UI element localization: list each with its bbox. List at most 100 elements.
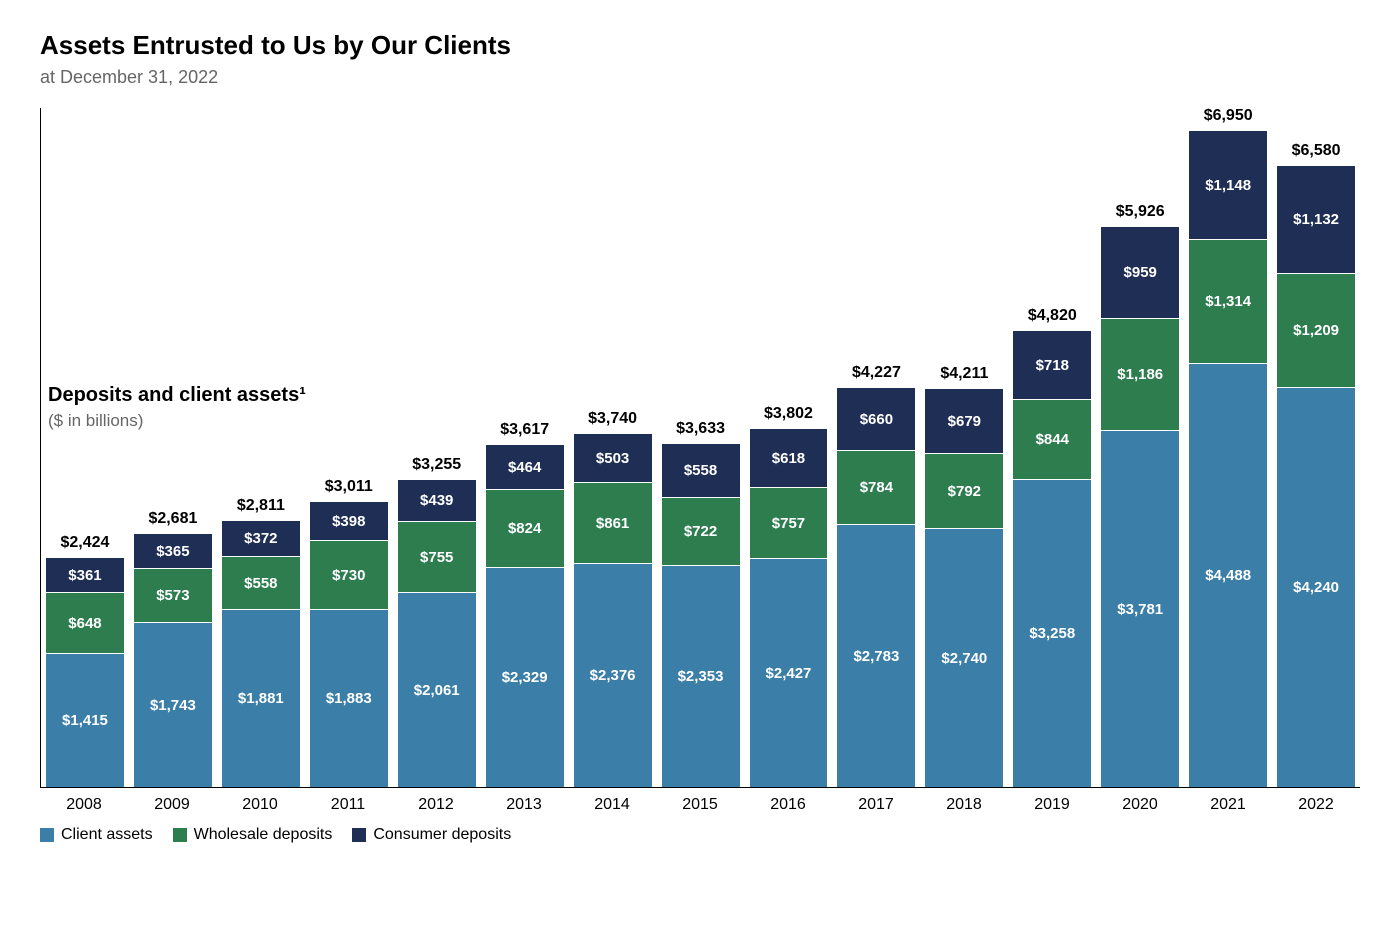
bar-column: $3,802$2,427$757$618 [745,405,833,787]
x-axis-tick: 2016 [744,788,832,814]
bar-segment-consumer-deposits: $1,148 [1189,131,1267,239]
legend-item-wholesale-deposits: Wholesale deposits [173,826,333,844]
bar-segment-wholesale-deposits: $844 [1013,399,1091,479]
bar-total-label: $3,617 [500,421,549,439]
bar-total-label: $3,633 [676,420,725,438]
bar-total-label: $4,211 [940,365,988,383]
bar-column: $4,211 $2,740$792$679 [920,365,1008,787]
x-axis-tick: 2011 [304,788,392,814]
x-axis-tick: 2012 [392,788,480,814]
legend-swatch [40,828,54,842]
legend-label: Wholesale deposits [194,826,333,844]
bar-stack: $1,881$558$372 [222,521,300,787]
bar-segment-wholesale-deposits: $824 [486,489,564,567]
bar-column: $3,011 $1,883$730$398 [305,478,393,787]
bar-total-label: $6,580 [1292,142,1341,160]
bar-segment-consumer-deposits: $618 [750,429,828,487]
bar-segment-consumer-deposits: $660 [837,388,915,450]
bar-stack: $1,883$730$398 [310,502,388,787]
chart-container: $2,424$1,415$648$361$2,681$1,743$573$365… [40,108,1360,844]
bar-segment-client-assets: $3,258 [1013,479,1091,787]
bar-segment-wholesale-deposits: $722 [662,497,740,565]
bar-total-label: $3,011 [325,478,373,496]
x-axis: 2008200920102011201220132014201520162017… [40,788,1360,814]
bar-segment-consumer-deposits: $718 [1013,331,1091,399]
bar-stack: $3,781$1,186$959 [1101,227,1179,787]
bar-segment-consumer-deposits: $372 [222,521,300,556]
bar-stack: $4,240$1,209$1,132 [1277,166,1355,787]
bar-segment-consumer-deposits: $503 [574,434,652,482]
legend-label: Consumer deposits [373,826,511,844]
y-axis-title-block: Deposits and client assets¹ ($ in billio… [48,384,306,431]
bar-total-label: $3,255 [412,456,461,474]
bar-total-label: $3,740 [588,410,637,428]
bar-column: $6,580 $4,240$1,209$1,132 [1272,142,1360,787]
bar-column: $3,740 $2,376$861$503 [569,410,657,787]
bar-total-label: $2,811 [237,497,285,515]
bar-segment-wholesale-deposits: $648 [46,592,124,653]
bar-column: $2,811 $1,881$558$372 [217,497,305,787]
x-axis-tick: 2019 [1008,788,1096,814]
bar-stack: $2,376$861$503 [574,434,652,787]
bar-column: $4,820 $3,258$844$718 [1008,307,1096,787]
bar-stack: $2,061$755$439 [398,480,476,787]
legend-swatch [352,828,366,842]
x-axis-tick: 2015 [656,788,744,814]
bar-segment-consumer-deposits: $365 [134,534,212,568]
bar-segment-client-assets: $4,240 [1277,387,1355,787]
chart-title: Assets Entrusted to Us by Our Clients [40,30,1360,61]
bar-segment-consumer-deposits: $439 [398,480,476,521]
bar-segment-client-assets: $2,427 [750,558,828,787]
bar-stack: $2,740$792$679 [925,389,1003,787]
bar-segment-consumer-deposits: $679 [925,389,1003,453]
bar-segment-wholesale-deposits: $755 [398,521,476,592]
chart-plot-area: $2,424$1,415$648$361$2,681$1,743$573$365… [40,108,1360,788]
bar-total-label: $3,802 [764,405,813,423]
y-axis-title: Deposits and client assets¹ [48,384,306,407]
bar-column: $2,681 $1,743$573$365 [129,510,217,787]
bar-segment-client-assets: $1,883 [310,609,388,787]
bar-column: $5,926$3,781$1,186$959 [1096,203,1184,787]
x-axis-tick: 2021 [1184,788,1272,814]
bar-segment-consumer-deposits: $398 [310,502,388,540]
bar-column: $3,255 $2,061$755$439 [393,456,481,787]
bar-segment-wholesale-deposits: $784 [837,450,915,524]
legend-swatch [173,828,187,842]
bar-column: $4,227 $2,783$784$660 [832,364,920,787]
bar-segment-consumer-deposits: $361 [46,558,124,592]
legend-label: Client assets [61,826,153,844]
legend: Client assets Wholesale deposits Consumer … [40,826,1360,844]
bar-total-label: $2,681 [148,510,197,528]
bar-column: $3,633 $2,353$722$558 [657,420,745,787]
bar-segment-consumer-deposits: $1,132 [1277,166,1355,273]
bar-segment-wholesale-deposits: $861 [574,482,652,563]
bar-stack: $2,783$784$660 [837,388,915,787]
bar-column: $3,617$2,329$824$464 [481,421,569,787]
bar-stack: $3,258$844$718 [1013,331,1091,787]
bar-segment-consumer-deposits: $959 [1101,227,1179,318]
bar-segment-client-assets: $2,783 [837,524,915,787]
bar-segment-client-assets: $1,415 [46,653,124,787]
bar-stack: $1,743$573$365 [134,534,212,787]
x-axis-tick: 2020 [1096,788,1184,814]
bar-stack: $1,415$648$361 [46,558,124,787]
x-axis-tick: 2009 [128,788,216,814]
x-axis-tick: 2017 [832,788,920,814]
bar-segment-client-assets: $2,329 [486,567,564,787]
x-axis-tick: 2014 [568,788,656,814]
bar-column: $6,950$4,488$1,314$1,148 [1184,107,1272,787]
x-axis-tick: 2013 [480,788,568,814]
bar-segment-wholesale-deposits: $1,186 [1101,318,1179,430]
bar-segment-client-assets: $2,376 [574,563,652,787]
legend-item-client-assets: Client assets [40,826,153,844]
bar-total-label: $6,950 [1204,107,1253,125]
bar-segment-client-assets: $2,740 [925,528,1003,787]
bar-total-label: $4,820 [1028,307,1077,325]
x-axis-tick: 2008 [40,788,128,814]
bar-segment-client-assets: $2,353 [662,565,740,787]
bar-segment-client-assets: $4,488 [1189,363,1267,787]
bar-segment-wholesale-deposits: $558 [222,556,300,609]
bar-total-label: $4,227 [852,364,901,382]
bar-stack: $2,353$722$558 [662,444,740,787]
bar-segment-consumer-deposits: $558 [662,444,740,497]
